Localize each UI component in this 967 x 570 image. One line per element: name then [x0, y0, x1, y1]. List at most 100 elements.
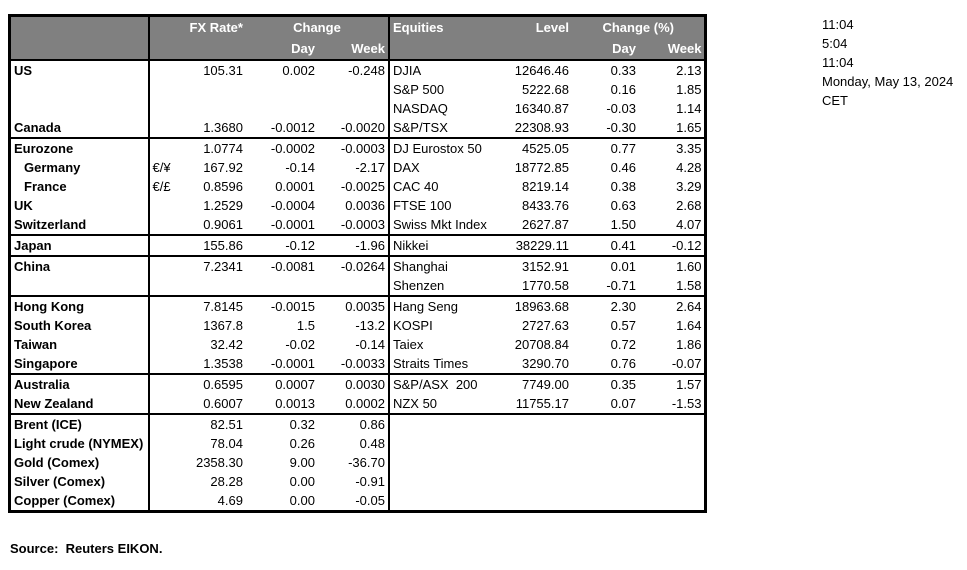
fx-week-change-cell: 0.0036 — [345, 198, 385, 213]
equity-level-cell: 5222.68 — [521, 82, 569, 97]
equity-index-cell: NZX 50 — [387, 394, 507, 414]
date-line: Monday, May 13, 2024 — [822, 74, 954, 89]
equity-level-cell: 3152.91 — [506, 255, 572, 276]
fx-day-change-cell — [246, 276, 318, 296]
fx-week-change-cell: -0.248 — [348, 63, 385, 78]
country-cell: Switzerland — [14, 217, 87, 232]
country-cell: New Zealand — [14, 396, 94, 411]
fx-week-change-cell — [318, 80, 389, 99]
fx-rate-cell: 28.28 — [210, 474, 243, 489]
country-cell: Copper (Comex) — [14, 493, 116, 508]
equity-level-cell — [507, 453, 572, 472]
country-cell: UK — [14, 198, 33, 213]
table-row: S&P 500 5222.68 0.16 1.85 — [10, 80, 706, 99]
country-cell: Canada — [14, 120, 61, 135]
equity-index-cell: S&P/ASX 200 — [387, 373, 507, 394]
fx-day-change-cell: -0.14 — [285, 160, 315, 175]
equity-day-change-cell: 0.57 — [610, 318, 636, 333]
equity-week-change-cell — [639, 434, 706, 453]
equity-day-change-cell: 0.16 — [610, 82, 636, 97]
table-row: New Zealand 0.6007 0.0013 0.0002 NZX 50 11755… — [10, 394, 706, 414]
equity-level-cell — [507, 472, 572, 491]
equity-week-change-cell: -0.12 — [638, 234, 706, 256]
equity-day-change-cell: 0.46 — [610, 160, 636, 175]
fx-rate-header: FX Rate* — [186, 15, 246, 38]
equity-week-change-cell: 3.29 — [676, 179, 702, 194]
fx-rate-cell: 0.9061 — [203, 217, 243, 232]
equity-week-change-cell: 2.13 — [676, 63, 702, 78]
country-cell: Silver (Comex) — [14, 474, 106, 489]
currency-pair-cell — [147, 295, 187, 316]
header-pair-spacer-2 — [147, 38, 187, 61]
header-row-1: FX Rate* Change Equities Level Change (%… — [9, 15, 706, 38]
equity-week-change-cell: 1.85 — [676, 82, 702, 97]
currency-pair-cell — [147, 80, 187, 99]
fx-rate-cell: 78.04 — [210, 436, 243, 451]
equity-level-cell: 8433.76 — [521, 198, 569, 213]
table-row: NASDAQ 16340.87 -0.03 1.14 — [10, 99, 706, 118]
country-cell: Germany — [24, 160, 81, 175]
source-note: Source: Reuters EIKON. — [10, 541, 163, 556]
equity-week-change-cell: 3.35 — [638, 137, 706, 158]
country-cell: Taiwan — [14, 337, 58, 352]
equity-level-cell: 4525.05 — [506, 137, 572, 158]
equity-index-cell: DJIA — [387, 60, 507, 80]
equity-day-change-cell: 0.77 — [571, 137, 639, 158]
table-row: Australia 0.6595 0.0007 0.0030 S&P/ASX 200 77… — [9, 373, 706, 394]
table-row: Silver (Comex) 28.28 0.00 -0.91 — [10, 472, 706, 491]
fx-rate-cell: 0.6007 — [203, 396, 243, 411]
fx-week-header: Week — [317, 38, 389, 61]
currency-pair-cell — [147, 491, 187, 512]
equity-day-change-cell: 0.33 — [610, 63, 636, 78]
market-data-table: FX Rate* Change Equities Level Change (%… — [8, 14, 708, 513]
fx-rate-cell: 32.42 — [210, 337, 243, 352]
fx-day-change-cell: 0.00 — [289, 474, 315, 489]
header-eqname-spacer — [387, 38, 507, 61]
currency-pair-cell — [147, 137, 187, 158]
table-row: Gold (Comex) 2358.30 9.00 -36.70 — [10, 453, 706, 472]
country-cell: Eurozone — [9, 137, 149, 158]
fx-day-change-cell: -0.02 — [285, 337, 315, 352]
fx-week-change-cell: 0.86 — [317, 413, 389, 434]
fx-day-change-cell — [246, 99, 318, 118]
fx-rate-cell: 1.3680 — [203, 120, 243, 135]
equity-index-cell: DJ Eurostox 50 — [387, 137, 507, 158]
table-row: Shenzen 1770.58 -0.71 1.58 — [10, 276, 706, 296]
country-cell: Australia — [9, 373, 149, 394]
equity-day-change-cell: 0.38 — [610, 179, 636, 194]
currency-pair-cell — [147, 373, 187, 394]
equity-level-cell: 2627.87 — [521, 217, 569, 232]
currency-pair-cell — [147, 215, 187, 235]
equity-level-cell — [506, 413, 572, 434]
equity-index-cell: CAC 40 — [387, 177, 507, 196]
country-cell: Light crude (NYMEX) — [14, 436, 144, 451]
fx-day-change-cell: 1.5 — [296, 318, 315, 333]
currency-pair-cell — [147, 413, 187, 434]
equity-index-cell — [387, 472, 507, 491]
fx-rate-cell — [187, 80, 246, 99]
fx-rate-cell: 1367.8 — [203, 318, 243, 333]
equity-index-cell: DAX — [387, 158, 507, 177]
fx-rate-cell: 4.69 — [217, 493, 243, 508]
equity-day-change-cell — [571, 413, 639, 434]
equity-week-change-cell: 1.14 — [676, 101, 702, 116]
equity-week-change-cell: 2.64 — [638, 295, 706, 316]
fx-day-change-cell: 9.00 — [289, 455, 315, 470]
equity-day-change-cell: 0.07 — [610, 396, 636, 411]
fx-day-change-cell: 0.0001 — [275, 179, 315, 194]
fx-day-change-cell: -0.0001 — [270, 217, 315, 232]
currency-pair-cell — [147, 335, 187, 354]
timestamp-line: 5:04 — [822, 36, 848, 51]
fx-week-change-cell: -36.70 — [348, 455, 385, 470]
fx-week-change-cell: -0.14 — [355, 337, 385, 352]
equity-day-change-cell: 0.63 — [610, 198, 636, 213]
timezone-line: CET — [822, 93, 848, 108]
currency-pair-cell — [147, 354, 187, 374]
equities-week-header: Week — [638, 38, 706, 61]
equity-day-change-cell: 0.01 — [571, 255, 639, 276]
fx-rate-cell: 2358.30 — [195, 455, 243, 470]
equity-day-change-cell: 0.72 — [610, 337, 636, 352]
equity-level-cell: 18963.68 — [506, 295, 572, 316]
equity-index-cell: Shenzen — [387, 276, 507, 296]
equity-day-change-cell — [572, 453, 639, 472]
